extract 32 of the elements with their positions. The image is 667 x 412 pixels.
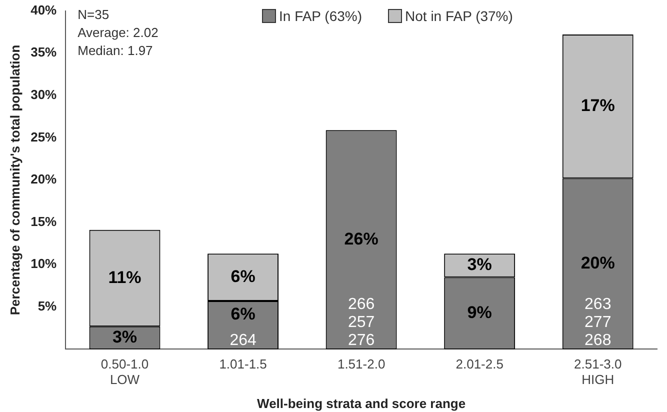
y-tick-label: 20% bbox=[30, 172, 58, 187]
y-tick-label: 10% bbox=[30, 256, 58, 272]
y-tick-label: 35% bbox=[30, 44, 58, 60]
legend-label: In FAP (63%) bbox=[279, 8, 362, 24]
annotation: Median: 1.97 bbox=[78, 42, 153, 58]
data-label: 6% bbox=[230, 304, 256, 324]
y-tick-label: 15% bbox=[30, 214, 58, 229]
x-tick-label: 1.51-2.0 bbox=[337, 356, 386, 372]
data-label: 3% bbox=[467, 255, 492, 274]
data-label: 17% bbox=[580, 96, 615, 116]
x-axis-title: Well-being strata and score range bbox=[257, 396, 466, 411]
annotation: 266 257 276 bbox=[348, 296, 375, 350]
y-tick-label: 30% bbox=[30, 86, 58, 102]
y-tick-label: 25% bbox=[30, 129, 58, 144]
data-label: 6% bbox=[230, 266, 256, 286]
annotation: N=35 bbox=[78, 6, 110, 22]
data-label: 11% bbox=[108, 268, 142, 287]
data-label: 20% bbox=[580, 253, 615, 272]
annotation: 263 277 268 bbox=[584, 296, 612, 350]
y-axis-title: Percentage of community's total population bbox=[7, 44, 22, 316]
data-label: 9% bbox=[467, 302, 492, 322]
x-tick-label: 2.01-2.5 bbox=[456, 356, 504, 372]
x-tick-label: 0.50-1.0 LOW bbox=[100, 356, 149, 388]
data-label: 26% bbox=[344, 229, 378, 248]
data-label: 3% bbox=[112, 327, 138, 346]
annotation: 264 bbox=[230, 332, 256, 350]
legend-label: Not in FAP (37%) bbox=[405, 8, 513, 24]
y-tick-label: 5% bbox=[38, 298, 58, 314]
annotation: Average: 2.02 bbox=[78, 24, 158, 40]
y-tick-label: 40% bbox=[30, 2, 58, 18]
x-tick-label: 2.51-3.0 HIGH bbox=[574, 356, 622, 388]
x-tick-label: 1.01-1.5 bbox=[219, 356, 267, 372]
